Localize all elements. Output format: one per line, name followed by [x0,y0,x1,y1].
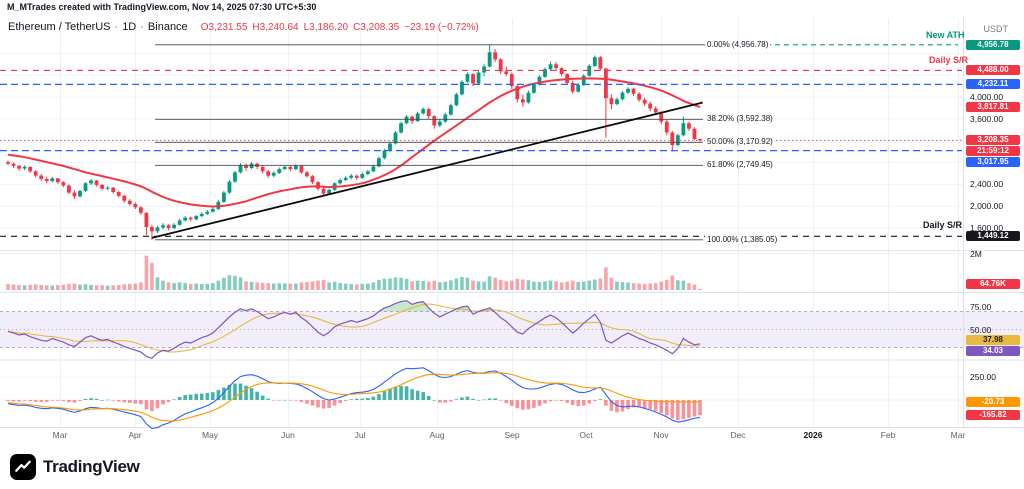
price-scale-tick: 2,000.00 [970,201,1004,212]
support-4232-pill: 4,232.11 [966,79,1020,90]
close-label: C [353,22,361,33]
symbol-name[interactable]: Ethereum / TetherUS [8,21,111,33]
ohlc-readout: O3,231.55 H3,240.64 L3,186.20 C3,208.35 −23.… [196,22,479,33]
support-3017-pill: 3,017.95 [966,157,1020,168]
price-scale[interactable]: 4,000.00 3,600.00 2,400.00 2,000.00 1,600.00… [964,0,1024,447]
high-value: 3,240.64 [259,22,299,33]
daily-sr-lower-pill: 1,449.12 [966,231,1020,242]
interval-label[interactable]: 1D [122,21,137,33]
close-value: 3,208.35 [360,22,400,33]
daily-sr-upper-label: Daily S/R [929,55,969,65]
chart-canvas[interactable] [0,0,1024,450]
macd-signal-value-pill: -20.73 [966,396,1020,407]
rsi-ma-value-pill: 37.98 [966,335,1020,346]
quote-currency-label: USDT [983,24,1009,34]
bar-countdown-pill: 21:59:12 [966,146,1020,157]
time-axis-label: Oct [579,430,593,440]
macd-hist-value-pill: -165.82 [966,410,1020,421]
ath-price-pill: 4,956.78 [966,39,1020,50]
time-axis-label: Apr [128,430,142,440]
time-axis-label: Mar [52,430,68,440]
time-axis-label: May [201,430,219,440]
new-ath-label: New ATH [926,30,965,40]
time-axis-label: Nov [653,430,669,440]
separator-dot: · [114,21,119,33]
price-scale-tick: 3,600.00 [970,113,1004,124]
price-scale-tick: 2,400.00 [970,179,1004,190]
low-label: L [303,22,310,33]
price-scale-tick: 1,600.00 [970,223,1004,234]
price-scale-tick: 4,000.00 [970,92,1004,103]
tradingview-wordmark[interactable]: TradingView [43,457,140,476]
time-axis-label: 2026 [803,430,823,440]
rsi-value-pill: 34.03 [966,346,1020,357]
price-scale-tick: 2M [970,248,982,259]
symbol-header: Ethereum / TetherUS · 1D · Binance O3,231.55 H… [8,21,479,33]
high-label: H [252,22,260,33]
fib-level-label: 0.00% (4,956.78) [705,39,771,49]
change-value: −23.19 (−0.72%) [404,22,479,33]
fib-level-label: 50.00% (3,170.92) [705,137,775,147]
exchange-label[interactable]: Binance [147,21,188,33]
daily-sr-lower-label: Daily S/R [923,220,963,230]
chart-line-glyph [15,460,31,472]
time-axis-label: Aug [429,430,445,440]
separator-dot: · [140,21,144,33]
price-scale-tick: 250.00 [970,372,996,382]
tradingview-logo-icon[interactable] [10,454,36,480]
time-axis-label: Feb [880,430,896,440]
daily-sr-upper-pill: 4,488.00 [966,65,1020,76]
time-axis-label: Mar [950,430,966,440]
open-value: 3,231.55 [208,22,248,33]
open-label: O [200,22,209,33]
time-axis-label: Jun [281,430,295,440]
footer-branding: TradingView [10,452,140,482]
low-value: 3,186.20 [309,22,349,33]
time-axis-label: Dec [730,430,746,440]
price-scale-tick: 50.00 [970,324,992,335]
volume-value-pill: 64.76K [966,279,1020,289]
ma-value-pill: 3,817.81 [966,101,1020,112]
time-axis-label: Jul [354,430,366,440]
time-axis-label: Sep [504,430,520,440]
fib-level-label: 61.80% (2,749.45) [705,160,775,170]
fib-level-label: 100.00% (1,385.05) [705,234,780,244]
fib-level-label: 38.20% (3,592.38) [705,114,775,124]
attribution-text: M_MTrades created with TradingView.com, … [7,2,317,12]
price-scale-tick: 75.00 [970,302,992,312]
time-axis[interactable]: Mar Apr May Jun Jul Aug Sep Oct Nov Dec 2026 Feb Mar [0,430,1024,446]
last-price-pill: 3,208.35 [966,135,1020,146]
